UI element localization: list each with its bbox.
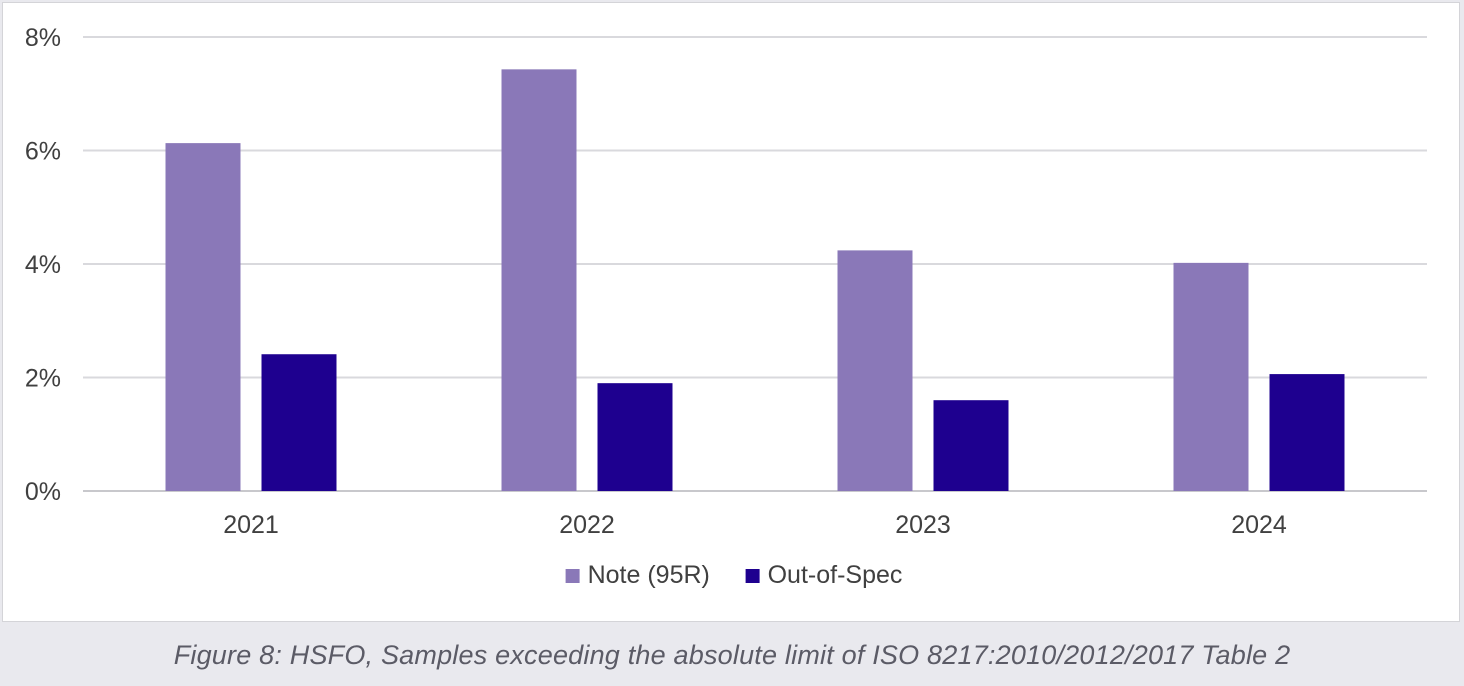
- bar-out-of-spec-2021: [261, 354, 337, 491]
- legend-label: Out-of-Spec: [768, 561, 903, 589]
- bar-chart: 0% 2% 4% 6% 8% 2021 2022 2023 2024 Note (95R) Out-…: [25, 24, 1427, 589]
- bar-note-95r--2021: [165, 143, 241, 491]
- bar-note-95r--2023: [837, 250, 913, 491]
- x-tick-label: 2023: [895, 511, 951, 539]
- bar-out-of-spec-2024: [1269, 374, 1345, 491]
- bar-out-of-spec-2023: [933, 400, 1009, 491]
- y-tick-label: 8%: [25, 24, 61, 52]
- x-tick-label: 2024: [1231, 511, 1287, 539]
- legend-swatch: [565, 569, 580, 583]
- bar-out-of-spec-2022: [597, 383, 673, 491]
- x-tick-label: 2021: [223, 511, 279, 539]
- legend-swatch: [745, 569, 760, 583]
- y-tick-label: 4%: [25, 251, 61, 279]
- y-tick-label: 2%: [25, 365, 61, 393]
- chart-frame: 0% 2% 4% 6% 8% 2021 2022 2023 2024 Note (95R) Out-…: [2, 2, 1460, 622]
- y-tick-label: 0%: [25, 478, 61, 506]
- bar-note-95r--2024: [1173, 262, 1249, 491]
- legend-label: Note (95R): [588, 561, 710, 589]
- y-tick-label: 6%: [25, 138, 61, 166]
- x-tick-label: 2022: [559, 511, 615, 539]
- figure-caption: Figure 8: HSFO, Samples exceeding the ab…: [173, 640, 1291, 670]
- bar-note-95r--2022: [501, 69, 577, 491]
